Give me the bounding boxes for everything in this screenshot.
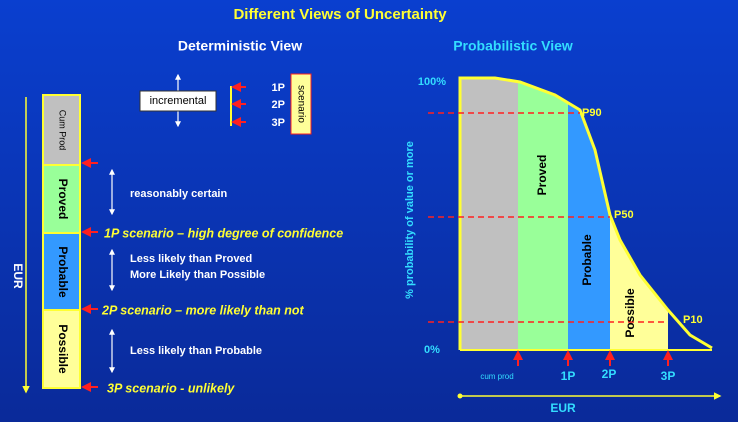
legend-text: incremental	[150, 95, 207, 107]
y-label: % probability of value or more	[404, 141, 416, 299]
layer-column	[42, 94, 81, 389]
y-bottom: 0%	[424, 344, 440, 356]
scenario-text: scenario	[295, 85, 306, 123]
legend-box	[139, 90, 217, 112]
x-axis-label: EUR	[550, 401, 576, 415]
x-label: cum prod	[480, 372, 513, 381]
percentile: P90	[582, 107, 602, 119]
percentile: P10	[683, 314, 703, 326]
percentile-lines	[428, 112, 668, 323]
note: reasonably certain	[130, 188, 227, 200]
layer-label: Cum Prod	[58, 110, 68, 151]
layer-label: Possible	[56, 324, 70, 374]
x-label: 1P	[561, 369, 576, 383]
note: Less likely than Probable	[130, 345, 262, 357]
title: Different Views of Uncertainty	[233, 6, 447, 23]
region-label: Proved	[535, 155, 549, 196]
percentile: P50	[614, 209, 634, 221]
scenario: 2P scenario – more likely than not	[101, 303, 305, 317]
scenario-box	[290, 73, 312, 135]
y-top: 100%	[418, 76, 446, 88]
legend-level: 2P	[272, 99, 285, 111]
x-label: 2P	[602, 367, 617, 381]
note: More Likely than Possible	[130, 269, 265, 281]
layer-label: Proved	[56, 179, 70, 220]
layer-label: Probable	[56, 246, 70, 298]
region-label: Possible	[623, 288, 637, 338]
red-arrows	[81, 158, 98, 392]
curve	[458, 76, 713, 350]
heading: Deterministic View	[178, 38, 302, 54]
axis-label: EUR	[11, 263, 25, 289]
note: Less likely than Proved	[130, 253, 252, 265]
region-label: Probable	[580, 234, 594, 286]
legend-level: 3P	[272, 117, 285, 129]
scenario: 3P scenario - unlikely	[107, 381, 235, 395]
x-arrows	[513, 350, 673, 366]
scenario: 1P scenario – high degree of confidence	[104, 226, 343, 240]
heading: Probabilistic View	[453, 38, 573, 54]
legend-level: 1P	[272, 82, 285, 94]
legend-arrows	[231, 82, 246, 127]
x-label: 3P	[661, 369, 676, 383]
